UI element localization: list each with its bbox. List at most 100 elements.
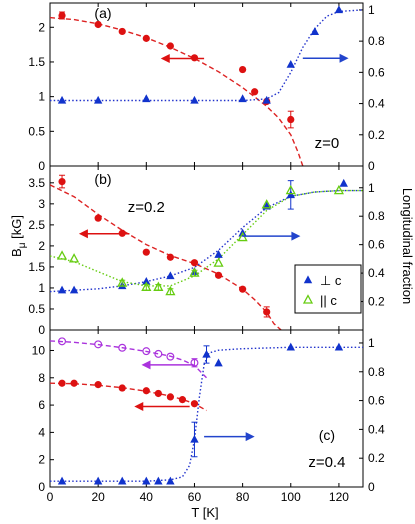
data-point (94, 20, 102, 29)
x-tick-label: 120 (329, 490, 349, 504)
data-point (58, 379, 66, 387)
legend: ⊥ c || c (294, 264, 362, 314)
left-y-tick-label: 1 (38, 90, 45, 104)
data-point (165, 285, 176, 296)
right-y-tick-label: 0.4 (368, 266, 385, 280)
left-y-tick-label: 0.5 (28, 302, 45, 316)
data-point (142, 277, 151, 285)
data-point (94, 381, 102, 389)
data-point (142, 248, 150, 256)
left-y-tick-label: 0 (38, 323, 45, 337)
data-point (166, 253, 174, 261)
data-point (154, 476, 163, 485)
arrow-head (339, 53, 349, 63)
data-point (334, 5, 344, 14)
series-2 (58, 379, 199, 408)
data-point (190, 434, 199, 443)
data-point (214, 250, 223, 258)
right-y-tick-label: 0.8 (368, 209, 385, 223)
data-point (93, 476, 103, 485)
panel-annotation: z=0.2 (128, 199, 165, 216)
right-y-tick-label: 0.2 (368, 295, 385, 309)
chart-panels: 00.511.5200.20.40.60.81(a)z=000.511.522.… (28, 2, 385, 504)
right-y-tick-label: 0.6 (368, 238, 385, 252)
x-tick-label: 60 (188, 490, 202, 504)
arrow-head (291, 231, 301, 241)
data-point (286, 59, 295, 68)
data-point (141, 281, 152, 291)
left-y-tick-label: 3.5 (28, 176, 45, 190)
data-point (69, 285, 79, 294)
left-y-tick-label: 8 (38, 371, 45, 385)
arrow-head (134, 401, 144, 411)
data-point (190, 400, 199, 408)
data-point (287, 115, 295, 124)
data-point (117, 277, 128, 287)
series-3 (56, 184, 345, 296)
arrow-head (160, 53, 170, 63)
x-tick-label: 100 (281, 490, 301, 504)
left-y-tick-label: 2 (38, 453, 45, 467)
right-y-tick-label: 1 (368, 181, 375, 195)
data-point (190, 358, 199, 367)
data-point (154, 349, 163, 358)
data-point (58, 11, 66, 20)
left-y-tick-label: 6 (38, 398, 45, 412)
legend-label: || c (320, 293, 337, 308)
panel-label: (b) (94, 171, 111, 187)
data-point (57, 95, 67, 104)
x-tick-label: 20 (91, 490, 105, 504)
right-y-tick-label: 0.4 (368, 97, 385, 111)
fit-curve-2 (50, 189, 363, 293)
right-y-tick-label: 0.2 (368, 451, 385, 465)
data-point (238, 94, 247, 103)
data-point (57, 285, 67, 294)
data-point (190, 95, 199, 104)
fit-curve-1 (50, 184, 282, 330)
series-1 (58, 11, 295, 129)
left-y-tick-label: 0.5 (28, 124, 45, 138)
data-point (263, 308, 271, 316)
data-point (285, 184, 296, 195)
data-point (57, 476, 67, 485)
data-point (142, 347, 151, 356)
data-point (251, 88, 259, 96)
right-y-tick-label: 0.6 (368, 65, 385, 79)
data-point (261, 199, 272, 209)
legend-label: ⊥ c (320, 273, 342, 288)
panel-3: 0 20 40 60 80 100 120024681000.20.40.60.81(c)z… (32, 329, 385, 504)
data-point (178, 396, 187, 404)
right-y-tick-label: 0.4 (368, 422, 385, 436)
data-point (68, 253, 80, 263)
data-point (118, 476, 127, 485)
panel-label: (a) (94, 5, 111, 21)
data-point (214, 358, 223, 367)
right-y-tick-label: 1 (368, 336, 375, 350)
x-tick-label: 0 (47, 490, 54, 504)
left-y-tick-label: 2 (38, 20, 45, 34)
data-point (333, 184, 345, 195)
data-point (202, 349, 211, 358)
series-1 (58, 174, 271, 318)
arrow-head (141, 360, 151, 370)
right-y-tick-label: 0 (368, 480, 375, 494)
data-point (142, 34, 150, 42)
data-point (166, 42, 174, 50)
right-y-tick-label: 0.8 (368, 34, 385, 48)
data-point (142, 94, 151, 103)
panel-label: (c) (319, 427, 335, 443)
left-y-tick-label: 0 (38, 480, 45, 494)
data-point (310, 27, 320, 35)
data-point (118, 343, 127, 352)
fit-curve-3 (50, 346, 363, 482)
y-axis-label-right: Longitudinal fraction (400, 188, 415, 304)
data-point (142, 476, 151, 485)
panel-annotation: z=0.4 (308, 454, 345, 471)
data-point (93, 95, 103, 104)
data-point (239, 285, 247, 293)
legend-marker (302, 294, 314, 304)
data-point (189, 267, 200, 277)
data-point (213, 257, 224, 267)
y-axis-label-left: Bμ [kG] (9, 215, 28, 257)
data-point (166, 271, 175, 280)
